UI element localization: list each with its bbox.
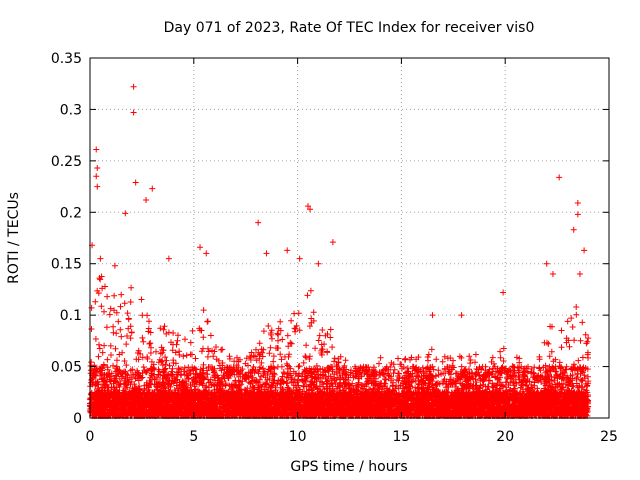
roti-point [296, 255, 303, 262]
y-tick-label: 0 [73, 411, 82, 427]
chart-title: Day 071 of 2023, Rate Of TEC Index for r… [164, 20, 535, 36]
roti-point [122, 210, 129, 217]
data-points [87, 83, 592, 419]
roti-point [556, 174, 563, 181]
roti-point [329, 239, 336, 246]
x-tick-label: 20 [496, 429, 514, 445]
roti-point [130, 109, 137, 116]
y-tick-label: 0.05 [51, 360, 82, 376]
roti-point [255, 219, 262, 226]
roti-point [284, 247, 291, 254]
y-tick-label: 0.3 [60, 102, 82, 118]
roti-point [263, 250, 270, 257]
axis-ticks: 0 5 10 15 20 25 0 0.05 0.1 0.15 0.2 0.25 0.3 0.35 [51, 51, 618, 445]
roti-point [304, 203, 311, 210]
roti-point [549, 271, 556, 277]
roti-point [97, 255, 104, 262]
y-tick-label: 0.2 [60, 205, 82, 221]
roti-point [165, 255, 172, 262]
roti-point [543, 260, 550, 267]
roti-point [111, 262, 118, 269]
roti-point [130, 83, 137, 90]
x-axis-label: GPS time / hours [290, 459, 407, 475]
x-tick-label: 5 [189, 429, 198, 445]
roti-point [315, 260, 322, 267]
roti-point [93, 173, 100, 180]
grid [90, 58, 609, 418]
roti-point [500, 289, 507, 296]
roti-point [576, 271, 583, 277]
roti-point [94, 183, 101, 190]
roti-point [581, 247, 588, 254]
plot-frame [89, 57, 610, 419]
y-tick-label: 0.25 [51, 154, 82, 170]
roti-point [197, 244, 204, 251]
roti-point [570, 226, 577, 233]
roti-point [574, 200, 581, 207]
roti-point [307, 206, 314, 213]
roti-point-cloud [87, 273, 592, 419]
roti-point [574, 211, 581, 218]
x-tick-label: 0 [86, 429, 95, 445]
y-axis-label: ROTI / TECUs [6, 192, 22, 284]
roti-point [203, 250, 210, 257]
y-tick-label: 0.1 [60, 308, 82, 324]
roti-point [429, 312, 436, 319]
x-tick-label: 25 [600, 429, 618, 445]
x-tick-label: 10 [289, 429, 307, 445]
roti-point [93, 146, 100, 153]
roti-point [132, 179, 139, 186]
plot-border [89, 57, 610, 419]
y-tick-label: 0.35 [51, 51, 82, 67]
roti-point [149, 185, 156, 192]
roti-point [458, 312, 465, 319]
roti-point [94, 165, 101, 172]
roti-point [143, 196, 150, 203]
y-tick-label: 0.15 [51, 257, 82, 273]
x-tick-label: 15 [392, 429, 410, 445]
